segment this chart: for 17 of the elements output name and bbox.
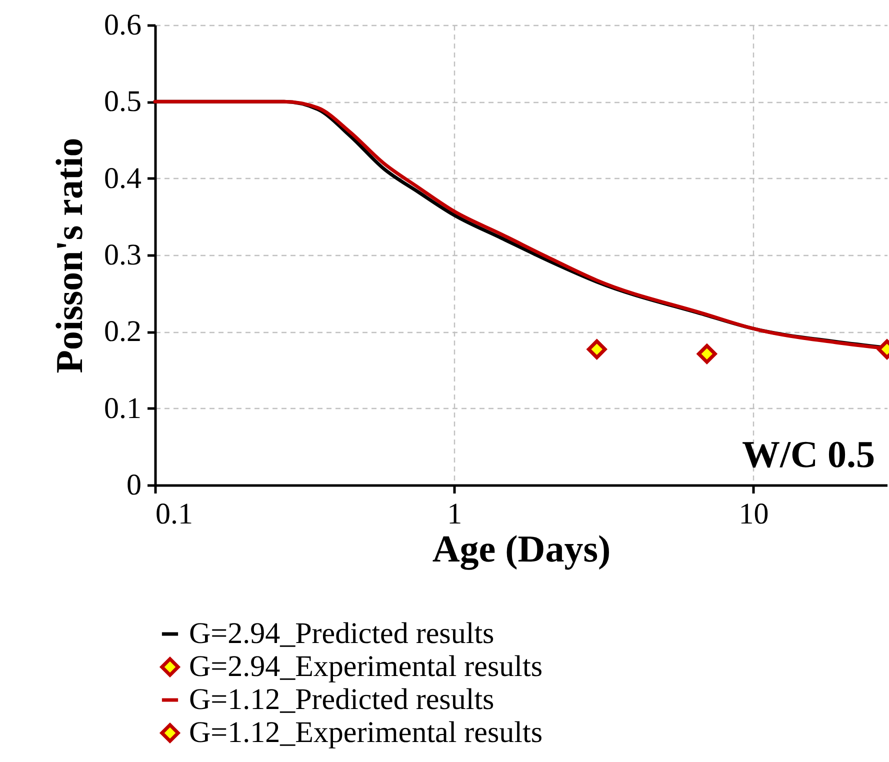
y-tick-label: 0.6 (104, 8, 142, 42)
annotation: W/C 0.5 (742, 434, 875, 476)
y-tick-label: 0.5 (104, 85, 142, 118)
y-tick-label: 0.3 (104, 238, 142, 272)
legend-label: G=2.94_Experimental results (189, 650, 543, 683)
y-tick-label: 0.1 (104, 392, 142, 425)
x-tick-label: 10 (738, 498, 769, 530)
legend-label: G=2.94_Predicted results (189, 617, 494, 650)
x-axis-title: Age (Days) (432, 528, 611, 570)
legend-label: G=1.12_Predicted results (189, 683, 494, 716)
legend-label: G=1.12_Experimental results (189, 716, 543, 749)
y-tick-label: 0 (126, 468, 142, 502)
x-tick-label: 1 (447, 498, 462, 530)
y-axis-title: Poisson's ratio (49, 138, 91, 374)
y-tick-label: 0.2 (104, 315, 142, 348)
x-tick-label: 0.1 (156, 498, 193, 530)
y-tick-label: 0.4 (104, 162, 142, 195)
